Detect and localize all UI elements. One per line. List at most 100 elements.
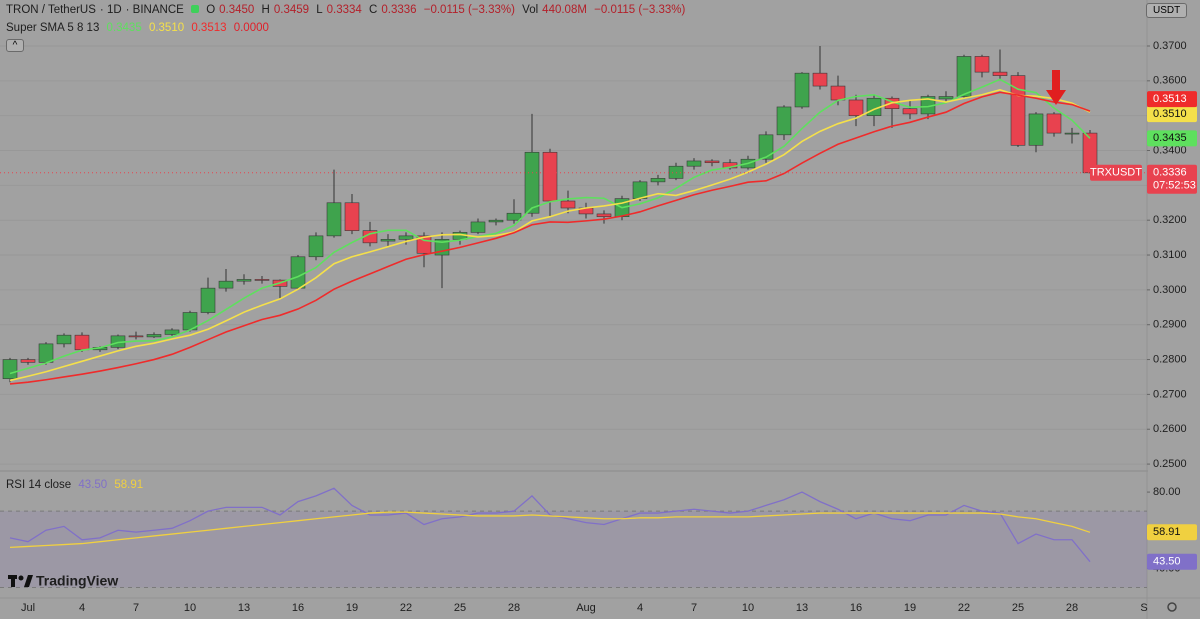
candle-body bbox=[470, 221, 486, 233]
candle-body bbox=[254, 279, 270, 281]
candle-body bbox=[1028, 113, 1044, 146]
x-tick-label: 13 bbox=[796, 602, 808, 614]
volume: 440.08M bbox=[542, 4, 587, 16]
price-badge-bg bbox=[1147, 91, 1197, 108]
candle-body bbox=[1010, 75, 1026, 146]
rsi-line bbox=[9, 511, 1091, 549]
arrow-head bbox=[1046, 90, 1066, 105]
candle-body bbox=[398, 235, 414, 240]
legend-title: Super SMA 5 8 13 bbox=[6, 22, 100, 34]
logo-shape bbox=[18, 575, 24, 581]
candle-body bbox=[686, 160, 702, 167]
price-badge-bg bbox=[1147, 130, 1197, 147]
candle-body bbox=[308, 235, 324, 258]
candle-body bbox=[236, 279, 252, 282]
price-badge: 0.3435 bbox=[1153, 132, 1187, 144]
candle-body bbox=[1046, 113, 1062, 134]
price-badge-bg bbox=[1147, 106, 1197, 123]
x-tick-label: 16 bbox=[292, 602, 304, 614]
annotation-arrow bbox=[1046, 70, 1066, 105]
rsi-band bbox=[0, 511, 1147, 588]
change: −0.0115 (−3.33%) bbox=[423, 4, 515, 16]
x-tick-label: 7 bbox=[691, 602, 697, 614]
logo-shape bbox=[11, 575, 15, 587]
x-tick-label: 25 bbox=[454, 602, 466, 614]
candle-body bbox=[488, 219, 504, 223]
currency-button[interactable]: USDT bbox=[1146, 3, 1188, 18]
candle-body bbox=[146, 334, 162, 338]
x-tick-label: 19 bbox=[904, 602, 916, 614]
x-tick-label: 4 bbox=[79, 602, 85, 614]
rsi-title: RSI 14 close bbox=[6, 479, 72, 491]
quote-key: O bbox=[206, 4, 216, 16]
quote-value: 0.3336 bbox=[381, 4, 417, 16]
quote-value: 0.3334 bbox=[326, 4, 362, 16]
sma-line bbox=[9, 89, 1091, 382]
rsi-badge: 43.50 bbox=[1153, 556, 1181, 568]
legend-value: 0.3435 bbox=[106, 22, 142, 34]
price-badge: 0.3513 bbox=[1153, 93, 1187, 105]
x-tick-label: 25 bbox=[1012, 602, 1024, 614]
rsi-line bbox=[9, 487, 1091, 563]
settings-icon[interactable] bbox=[1167, 602, 1177, 612]
candle-body bbox=[650, 178, 666, 183]
arrow-shaft bbox=[1052, 70, 1060, 90]
volume-change: −0.0115 (−3.33%) bbox=[594, 4, 686, 16]
candle-body bbox=[974, 56, 990, 73]
legend-value: 43.50 bbox=[78, 479, 108, 491]
quote-key: C bbox=[369, 4, 378, 16]
x-tick-label: 28 bbox=[1066, 602, 1078, 614]
rsi-badge: 58.91 bbox=[1153, 526, 1181, 538]
candle-body bbox=[632, 181, 648, 199]
y-tick-label: 0.3100 bbox=[1153, 249, 1187, 261]
symbol: TRON / TetherUS bbox=[6, 4, 96, 16]
candle-body bbox=[704, 160, 720, 164]
candle-body bbox=[902, 108, 918, 115]
candle-body bbox=[560, 200, 576, 209]
candle-body bbox=[758, 134, 774, 160]
indicator-legend: Super SMA 5 8 13 0.3435 0.3510 0.3513 0.… bbox=[6, 22, 273, 34]
x-tick-label: 19 bbox=[346, 602, 358, 614]
y-tick-label: 80.00 bbox=[1153, 486, 1181, 498]
x-tick-label: 7 bbox=[133, 602, 139, 614]
y-tick-label: 0.3600 bbox=[1153, 75, 1187, 87]
y-tick-label: 0.2800 bbox=[1153, 353, 1187, 365]
x-tick-label: 16 bbox=[850, 602, 862, 614]
candle-body bbox=[794, 72, 810, 108]
candle-body bbox=[992, 71, 1008, 76]
collapse-button[interactable]: ^ bbox=[6, 39, 24, 52]
candle-body bbox=[776, 106, 792, 136]
y-tick-label: 0.2700 bbox=[1153, 388, 1187, 400]
legend-value: 0.3510 bbox=[148, 22, 185, 34]
countdown: 07:52:53 bbox=[1153, 180, 1196, 192]
exchange: BINANCE bbox=[132, 4, 184, 16]
candle-body bbox=[668, 165, 684, 179]
candle-body bbox=[20, 359, 36, 363]
candle-body bbox=[956, 56, 972, 97]
candle-body bbox=[326, 202, 342, 237]
x-tick-label: 22 bbox=[958, 602, 970, 614]
x-tick-label: 10 bbox=[184, 602, 196, 614]
candle-body bbox=[218, 280, 234, 289]
candle-body bbox=[2, 359, 18, 380]
sma-line bbox=[9, 78, 1091, 375]
candle-body bbox=[506, 212, 522, 221]
quote-key: L bbox=[316, 4, 323, 16]
x-tick-label: Jul bbox=[21, 602, 35, 614]
y-tick-label: 0.3400 bbox=[1153, 144, 1187, 156]
x-tick-label: Aug bbox=[576, 602, 596, 614]
logo: TradingView bbox=[8, 573, 118, 589]
x-tick-label: 22 bbox=[400, 602, 412, 614]
quote-value: 0.3459 bbox=[273, 4, 310, 16]
candle-body bbox=[938, 96, 954, 100]
x-tick-label: 13 bbox=[238, 602, 250, 614]
candle-body bbox=[164, 329, 180, 335]
logo-shape bbox=[24, 575, 33, 587]
last-price: 0.3336 bbox=[1153, 167, 1187, 179]
candle-body bbox=[848, 99, 864, 116]
volume-key: Vol bbox=[522, 4, 539, 16]
x-tick-label: 28 bbox=[508, 602, 520, 614]
y-tick-label: 0.2900 bbox=[1153, 319, 1187, 331]
